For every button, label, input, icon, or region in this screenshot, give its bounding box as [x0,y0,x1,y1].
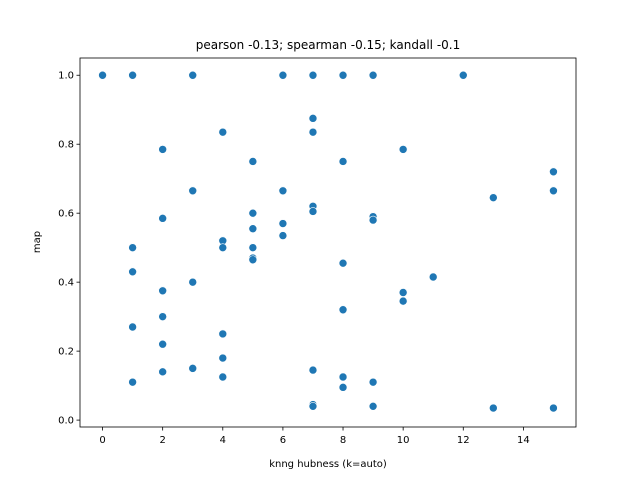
y-axis: 0.0 0.2 0.4 0.6 0.8 1.0 [58,71,80,427]
data-point [98,70,107,80]
data-point [458,70,468,80]
y-tick-label: 0.4 [58,278,74,289]
data-point [158,367,167,377]
y-tick-label: 0.8 [58,140,74,151]
x-tick-label: 2 [159,435,165,446]
x-tick-label: 12 [457,435,470,446]
data-point [218,127,228,137]
data-point [428,272,438,282]
data-point [248,157,258,166]
data-point [338,305,348,315]
data-point [308,207,318,216]
data-point [218,243,228,252]
data-point [308,70,318,80]
data-point [218,329,228,339]
data-point [158,286,167,296]
chart-title: pearson -0.13; spearman -0.15; kandall -… [196,38,460,52]
data-point [308,365,318,375]
data-points [98,70,558,413]
data-point [549,403,558,413]
data-point [278,70,288,80]
data-point [248,255,258,265]
y-tick-label: 0.2 [58,347,74,358]
plot-frame [79,57,577,428]
x-tick-label: 8 [340,435,346,446]
data-point [338,383,348,392]
data-point [218,372,228,382]
x-tick-label: 0 [99,435,105,446]
data-point [338,70,348,80]
data-point [308,114,318,123]
data-point [308,402,318,411]
data-point [218,353,228,363]
data-point [188,364,198,373]
x-tick-label: 6 [280,435,286,446]
data-point [128,267,137,277]
y-tick-label: 0.6 [58,209,74,220]
y-tick-label: 1.0 [58,71,74,82]
data-point [278,231,288,240]
data-point [248,224,258,234]
data-point [158,312,167,321]
y-tick-label: 0.0 [58,416,74,427]
data-point [398,288,408,297]
data-point [398,296,408,306]
data-point [338,157,348,166]
data-point [338,372,348,382]
data-point [188,277,198,287]
data-point [188,70,198,80]
data-point [158,145,167,154]
data-point [248,208,258,218]
data-point [308,127,318,137]
data-point [158,339,167,349]
data-point [128,322,137,332]
data-point [338,258,348,268]
data-point [368,215,378,225]
data-point [128,377,137,387]
data-point [188,186,198,196]
data-point [489,403,498,413]
data-point [549,186,558,196]
data-point [128,243,137,252]
data-point [248,243,258,252]
x-axis-label: knng hubness (k=auto) [269,459,387,470]
data-point [128,70,137,80]
data-point [278,186,288,196]
data-point [278,219,288,228]
data-point [398,145,408,154]
x-tick-label: 10 [397,435,410,446]
data-point [549,167,558,177]
data-point [368,377,378,387]
data-point [368,70,378,80]
x-tick-label: 14 [517,435,530,446]
x-axis: 0 2 4 6 8 10 12 14 [99,427,530,446]
data-point [158,214,167,223]
y-axis-label: map [32,231,43,253]
x-tick-label: 4 [220,435,226,446]
data-point [489,193,498,202]
data-point [368,402,378,411]
